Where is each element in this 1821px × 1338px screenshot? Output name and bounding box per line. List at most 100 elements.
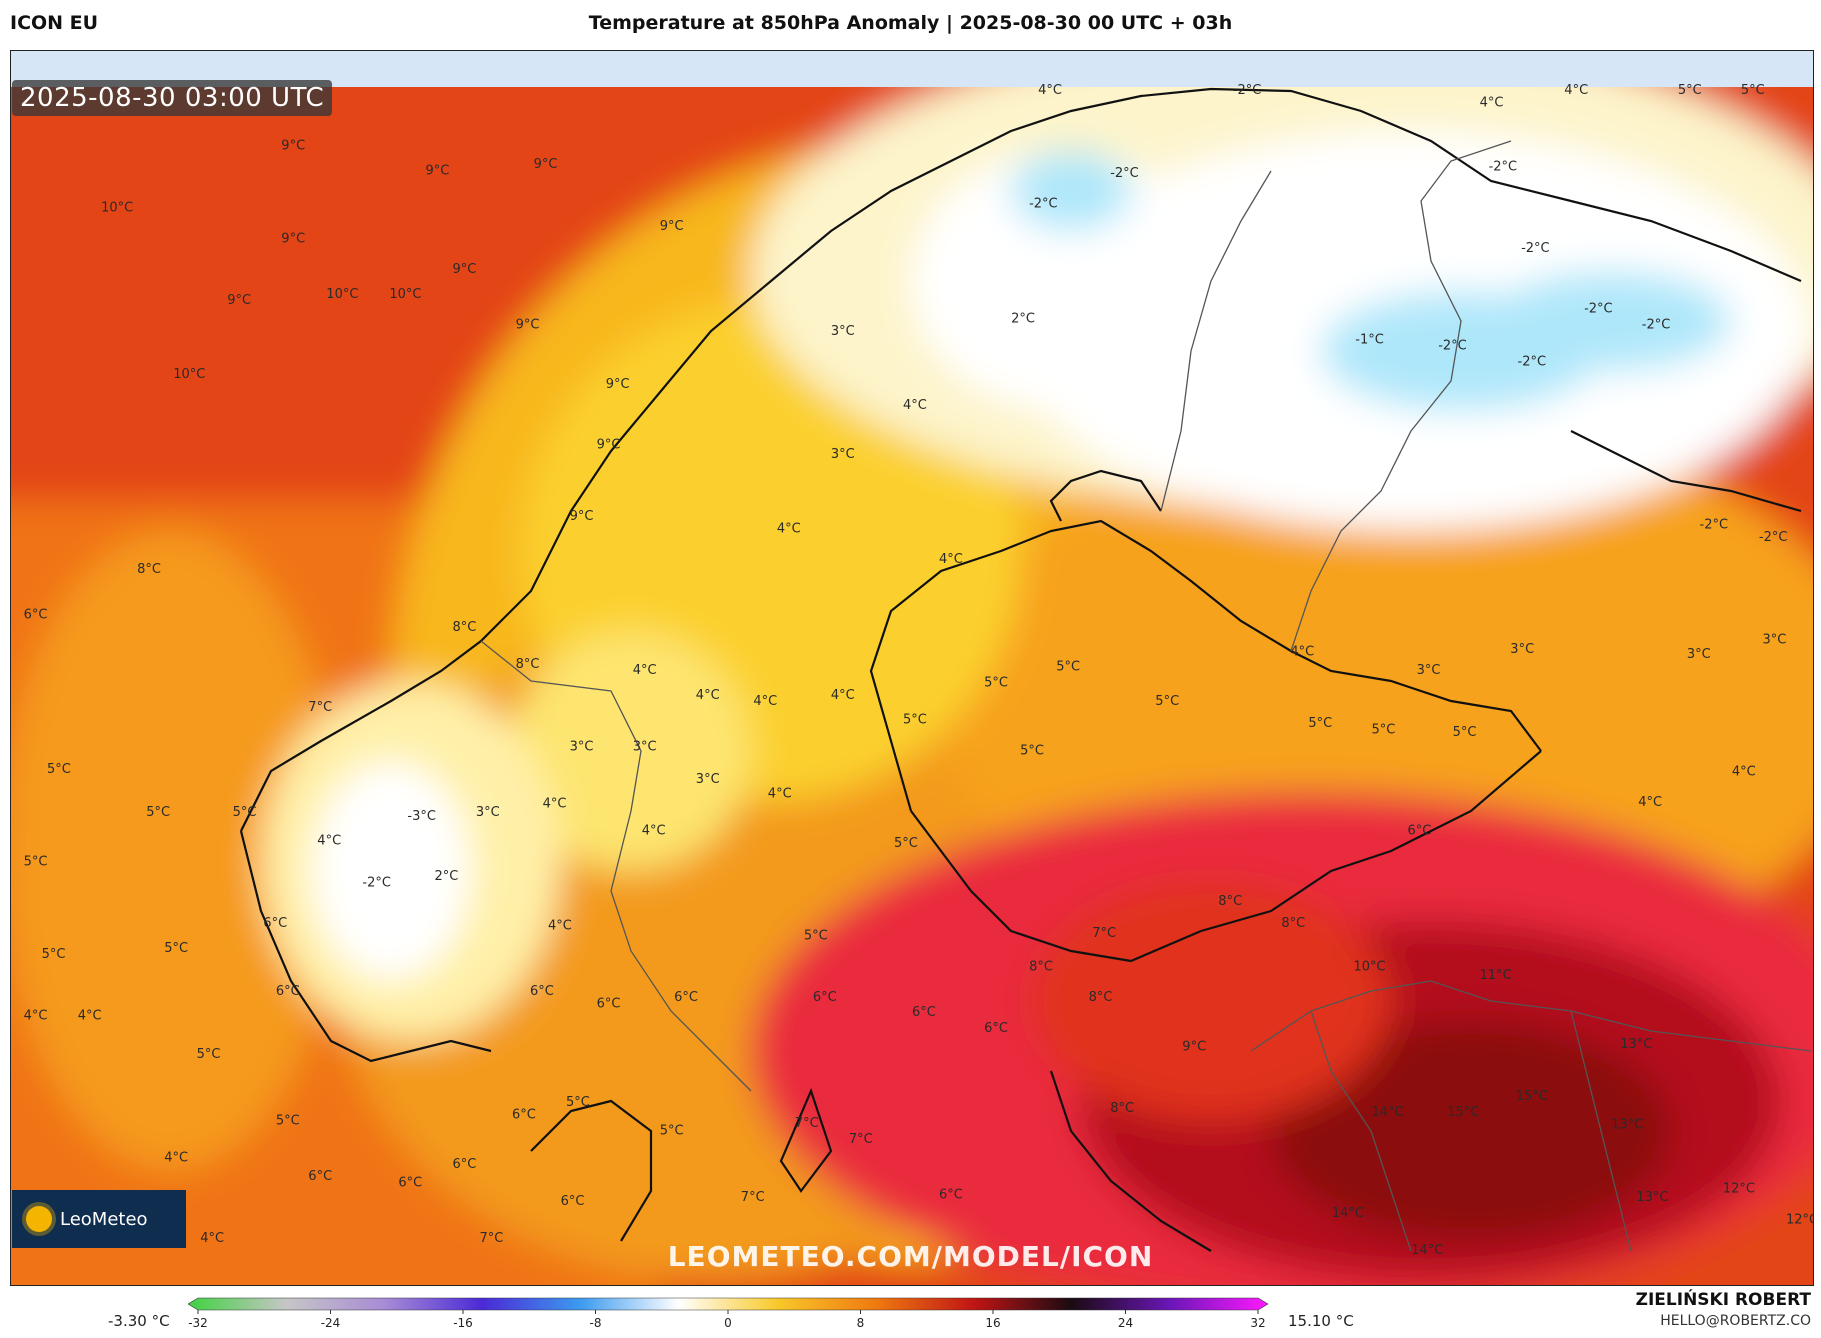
temperature-label: 9°C — [1182, 1040, 1206, 1055]
temperature-label: 13°C — [1636, 1190, 1668, 1205]
temperature-label: 5°C — [660, 1124, 684, 1139]
temperature-label: 4°C — [753, 694, 777, 709]
temperature-label: -2°C — [1233, 83, 1262, 98]
temperature-label: 5°C — [276, 1114, 300, 1129]
temperature-label: 4°C — [642, 824, 666, 839]
temperature-label: 4°C — [317, 834, 341, 849]
temperature-label: 10°C — [101, 200, 133, 215]
temperature-label: 7°C — [741, 1190, 765, 1205]
temperature-label: 6°C — [1408, 824, 1432, 839]
temperature-label: 9°C — [516, 318, 540, 333]
author-email: HELLO@ROBERTZ.CO — [1660, 1313, 1811, 1329]
temperature-label: 6°C — [597, 996, 621, 1011]
temperature-label: -2°C — [1518, 355, 1547, 370]
temperature-label: 9°C — [426, 163, 450, 178]
temperature-label: -2°C — [1489, 160, 1518, 175]
temperature-label: 7°C — [480, 1231, 504, 1246]
temperature-label: 14°C — [1372, 1105, 1404, 1120]
leometeo-logo[interactable]: LeoMeteo — [12, 1190, 186, 1248]
temperature-label: -2°C — [1110, 166, 1139, 181]
temperature-label: 4°C — [939, 552, 963, 567]
model-name: ICON EU — [10, 12, 99, 34]
temperature-labels: 10°C 9°C 9°C 9°C 9°C 9°C 9°C 10°C 10°C 9°C 9°C 10°C… — [24, 83, 1813, 1258]
temperature-label: 4°C — [24, 1009, 48, 1024]
temperature-label: 9°C — [453, 262, 477, 277]
temperature-label: 6°C — [512, 1107, 536, 1122]
anomaly-field — [11, 51, 1813, 1285]
temperature-label: 7°C — [849, 1132, 873, 1147]
temperature-label: 4°C — [200, 1231, 224, 1246]
temperature-label: 4°C — [1564, 83, 1588, 98]
temperature-label: -2°C — [1438, 339, 1467, 354]
colorbar-tick-label: 8 — [857, 1316, 865, 1330]
temperature-label: 6°C — [263, 916, 287, 931]
temperature-label: 5°C — [24, 854, 48, 869]
temperature-label: 7°C — [1092, 926, 1116, 941]
map-title: Temperature at 850hPa Anomaly | 2025-08-… — [588, 12, 1233, 34]
timestamp-badge: 2025-08-30 03:00 UTC — [12, 80, 333, 116]
temperature-label: 5°C — [146, 805, 170, 820]
temperature-label: 3°C — [476, 805, 500, 820]
temperature-label: 5°C — [984, 676, 1008, 691]
temperature-label: 5°C — [804, 929, 828, 944]
temperature-label: 12°C — [1723, 1182, 1755, 1197]
colorbar-tick-label: -16 — [453, 1316, 473, 1330]
colorbar-tick-label: 0 — [724, 1316, 732, 1330]
temperature-label: 6°C — [984, 1021, 1008, 1036]
temperature-label: 10°C — [173, 367, 205, 382]
temperature-label: -3°C — [407, 809, 436, 824]
temperature-label: 5°C — [233, 805, 257, 820]
temperature-label: 5°C — [1678, 83, 1702, 98]
temperature-label: 6°C — [530, 984, 554, 999]
author-name: ZIELIŃSKI ROBERT — [1635, 1290, 1811, 1310]
logo-text: LeoMeteo — [60, 1208, 148, 1230]
colorbar-tick-label: -24 — [321, 1316, 341, 1330]
temperature-label: 5°C — [1155, 694, 1179, 709]
temperature-label: 6°C — [561, 1194, 585, 1209]
temperature-label: 8°C — [1218, 894, 1242, 909]
coastlines — [239, 87, 1802, 1252]
temperature-label: 4°C — [768, 787, 792, 802]
site-watermark: LEOMETEO.COM/MODEL/ICON — [667, 1240, 1154, 1273]
temperature-label: 9°C — [281, 139, 305, 154]
temperature-label: 6°C — [398, 1175, 422, 1190]
temperature-label: 4°C — [831, 688, 855, 703]
temperature-label: 10°C — [326, 287, 358, 302]
temperature-label: 14°C — [1332, 1206, 1364, 1221]
temperature-label: 6°C — [813, 990, 837, 1005]
temperature-label: 6°C — [276, 984, 300, 999]
temperature-label: 5°C — [894, 836, 918, 851]
temperature-label: 3°C — [1510, 642, 1534, 657]
temperature-label: 7°C — [795, 1116, 819, 1131]
temperature-label: -2°C — [1759, 530, 1788, 545]
temperature-label: 4°C — [543, 796, 567, 811]
temperature-label: 2°C — [435, 869, 459, 884]
borders — [480, 140, 1812, 1252]
legend-min-value: -3.30 °C — [108, 1312, 170, 1330]
temperature-label: 5°C — [42, 947, 66, 962]
temperature-label: 5°C — [1020, 743, 1044, 758]
temperature-label: 9°C — [227, 293, 251, 308]
temperature-label: 8°C — [516, 657, 540, 672]
colorbar-tick-label: -8 — [590, 1316, 602, 1330]
temperature-label: 6°C — [912, 1005, 936, 1020]
temperature-label: -1°C — [1355, 333, 1384, 348]
map-area[interactable]: 10°C 9°C 9°C 9°C 9°C 9°C 9°C 10°C 10°C 9°C 9°C 10°C… — [10, 50, 1814, 1286]
temperature-label: 15°C — [1447, 1105, 1479, 1120]
temperature-label: 4°C — [903, 398, 927, 413]
temperature-label: 13°C — [1611, 1117, 1643, 1132]
temperature-label: 4°C — [548, 919, 572, 934]
temperature-label: 4°C — [1290, 645, 1314, 660]
temperature-label: 13°C — [1620, 1037, 1652, 1052]
temperature-label: 4°C — [1732, 764, 1756, 779]
temperature-label: 6°C — [453, 1157, 477, 1172]
temperature-label: 10°C — [1354, 959, 1386, 974]
temperature-label: 3°C — [570, 740, 594, 755]
temperature-label: 9°C — [570, 509, 594, 524]
temperature-label: 5°C — [1308, 716, 1332, 731]
temperature-label: 3°C — [633, 740, 657, 755]
colorbar: -32 -24 -16 -8 0 8 16 24 32 — [188, 1297, 1269, 1330]
temperature-label: 5°C — [1453, 725, 1477, 740]
temperature-label: 6°C — [308, 1169, 332, 1184]
temperature-label: 8°C — [1029, 959, 1053, 974]
